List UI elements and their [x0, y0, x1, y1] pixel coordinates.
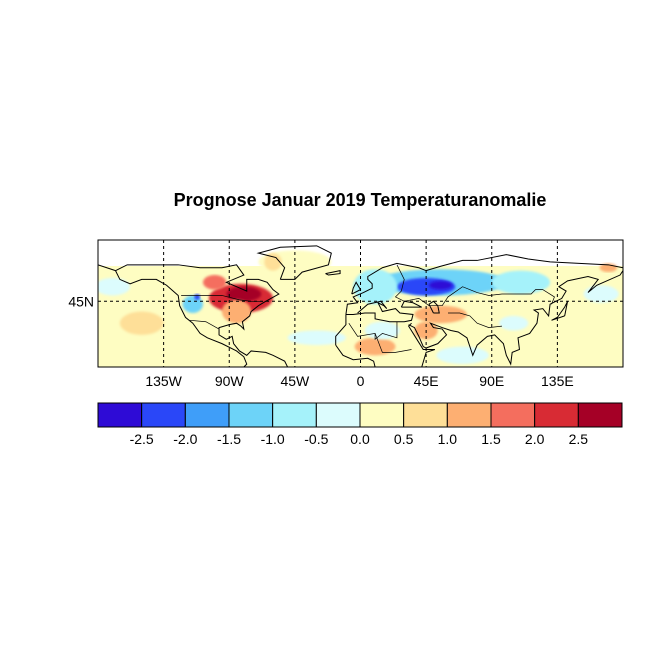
- coastline: [408, 270, 623, 366]
- colorbar-swatch: [184, 402, 230, 428]
- anomaly-region: [499, 315, 529, 331]
- coastline: [115, 264, 289, 367]
- country-border: [394, 264, 555, 307]
- anomaly-region: [226, 286, 262, 302]
- colorbar: -2.5 -2.0 -1.5 -1.0 -0.5 0.0 0.5 1.0 1.5 2.0 2.5: [97, 402, 623, 447]
- country-border: [374, 333, 412, 353]
- anomaly-region: [119, 311, 164, 335]
- colorbar-swatch: [228, 402, 274, 428]
- coastline: [98, 264, 116, 272]
- colorbar-swatch: [141, 402, 186, 428]
- colorbar-tick-label: 2.5: [569, 431, 589, 447]
- colorbar-swatch: [359, 402, 405, 428]
- colorbar-swatch: [272, 402, 317, 428]
- anomaly-region: [353, 269, 397, 305]
- anomaly-region: [429, 280, 453, 290]
- colorbar-swatch: [490, 402, 536, 428]
- coastline: [325, 270, 341, 276]
- x-tick-label: 90W: [215, 373, 245, 389]
- chart-title: Prognose Januar 2019 Temperaturanomalie: [173, 190, 547, 210]
- coastline: [345, 300, 414, 323]
- coastline: [335, 314, 347, 346]
- colorbar-swatch: [577, 402, 623, 428]
- colorbar-tick-label: -1.0: [261, 431, 285, 447]
- anomaly-region: [354, 337, 396, 356]
- colorbar-swatch: [97, 402, 143, 428]
- colorbar-tick-label: 2.0: [525, 431, 545, 447]
- colorbar-swatch: [315, 402, 361, 428]
- coastline: [407, 322, 436, 367]
- coastline: [400, 300, 422, 308]
- colorbar-tick-label: -2.0: [173, 431, 197, 447]
- anomaly-region: [194, 294, 201, 300]
- colorbar-swatch: [534, 402, 579, 428]
- anomaly-region: [264, 253, 282, 271]
- coastline: [551, 301, 569, 321]
- anomaly-region: [287, 330, 346, 346]
- x-tick-label: 135W: [145, 373, 182, 389]
- x-tick-label: 135E: [541, 373, 574, 389]
- anomaly-region: [203, 275, 227, 290]
- coastline: [256, 245, 332, 280]
- coastline: [351, 281, 362, 295]
- colorbar-tick-label: -0.5: [304, 431, 328, 447]
- x-tick-label: 0: [357, 373, 365, 389]
- anomaly-region: [583, 285, 619, 303]
- colorbar-swatch: [403, 402, 448, 428]
- x-tick-label: 45W: [280, 373, 310, 389]
- anomaly-region: [491, 270, 551, 295]
- anomaly-region: [221, 299, 252, 324]
- coastline: [335, 344, 376, 367]
- anomaly-region: [182, 295, 204, 313]
- y-tick-label: 45N: [68, 293, 94, 309]
- colorbar-tick-label: 0.5: [394, 431, 414, 447]
- colorbar-tick-label: -2.5: [130, 431, 154, 447]
- colorbar-tick-label: 1.5: [481, 431, 501, 447]
- anomaly-field: [98, 240, 623, 367]
- colorbar-swatch: [446, 402, 492, 428]
- colorbar-tick-label: 1.0: [438, 431, 458, 447]
- country-border: [348, 321, 398, 340]
- coastline: [115, 270, 248, 367]
- colorbar-tick-label: -1.5: [217, 431, 241, 447]
- x-tick-label: 90E: [479, 373, 504, 389]
- colorbar-tick-label: 0.0: [350, 431, 370, 447]
- anomaly-region: [414, 305, 467, 324]
- anomaly-region: [98, 277, 131, 296]
- country-border: [189, 319, 220, 330]
- coastlines: [98, 245, 623, 367]
- x-tick-label: 45E: [414, 373, 439, 389]
- coastline: [345, 254, 623, 315]
- map-frame: [97, 239, 624, 368]
- anomaly-region: [436, 346, 489, 365]
- anomaly-region: [364, 321, 400, 340]
- country-border: [448, 312, 502, 328]
